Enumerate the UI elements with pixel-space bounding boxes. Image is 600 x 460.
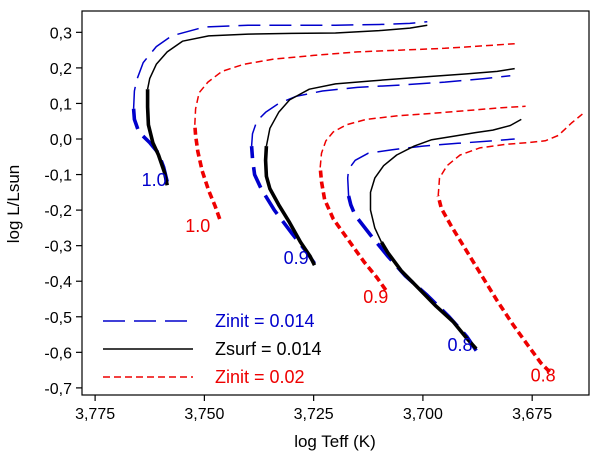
x-axis: 3,775 3,750 3,725 3,700 3,675 bbox=[75, 395, 552, 423]
track-1-0.9-thin bbox=[265, 67, 515, 147]
x-tick-label: 3,725 bbox=[294, 406, 334, 423]
y-axis: 0,3 0,2 0,1 0,0 -0,1 -0,2 -0,3 -0,4 -0,5 -0,6 -0,7 bbox=[44, 25, 82, 398]
mass-label: 0.9 bbox=[284, 248, 309, 268]
track-1-0.8-thick bbox=[379, 241, 478, 351]
y-tick-label: 0,2 bbox=[50, 61, 72, 78]
x-axis-title: log Teff (K) bbox=[294, 432, 376, 451]
mass-label: 1.0 bbox=[142, 170, 167, 190]
x-tick-label: 3,675 bbox=[512, 406, 552, 423]
track-1-1.0-thin bbox=[146, 24, 428, 90]
track-0-0.8-thick bbox=[346, 195, 478, 352]
track-1-0.8-thin bbox=[369, 118, 522, 243]
y-tick-label: -0,2 bbox=[44, 203, 72, 220]
track-0-0.9-thin bbox=[250, 74, 511, 147]
track-0-1.0-thin bbox=[132, 20, 428, 109]
legend-label: Zinit = 0.02 bbox=[215, 367, 305, 387]
evolution-tracks bbox=[131, 20, 583, 374]
y-tick-label: -0,5 bbox=[44, 310, 72, 327]
legend-label: Zsurf = 0.014 bbox=[215, 339, 322, 359]
track-2-1.0-thin bbox=[194, 42, 515, 125]
y-axis-title: log L/Lsun bbox=[4, 165, 23, 243]
plot-frame bbox=[81, 10, 590, 396]
track-1-0.9-thick bbox=[263, 145, 317, 266]
legend-label: Zinit = 0.014 bbox=[215, 311, 315, 331]
y-tick-label: 0,1 bbox=[50, 96, 72, 113]
y-tick-label: 0,3 bbox=[50, 25, 72, 42]
mass-label: 0.9 bbox=[363, 287, 388, 307]
track-1-1.0-thick bbox=[145, 89, 169, 186]
x-tick-label: 3,775 bbox=[75, 406, 115, 423]
mass-labels: 1.0 0.9 0.8 1.0 0.9 0.8 bbox=[142, 170, 556, 386]
x-tick-label: 3,700 bbox=[403, 406, 443, 423]
track-0-0.8-thin bbox=[346, 138, 515, 196]
y-tick-label: 0,0 bbox=[50, 132, 72, 149]
y-tick-label: -0,4 bbox=[44, 274, 72, 291]
y-tick-label: -0,3 bbox=[44, 239, 72, 256]
track-2-0.9-thin bbox=[319, 105, 526, 168]
legend: Zinit = 0.014 Zsurf = 0.014 Zinit = 0.02 bbox=[103, 311, 322, 387]
y-tick-label: -0,6 bbox=[44, 345, 72, 362]
mass-label: 0.8 bbox=[448, 335, 473, 355]
y-tick-label: -0,1 bbox=[44, 168, 72, 185]
y-tick-label: -0,7 bbox=[44, 381, 72, 398]
x-tick-label: 3,750 bbox=[184, 406, 224, 423]
track-2-1.0-thick bbox=[193, 124, 222, 220]
track-2-0.8-thick bbox=[436, 195, 551, 374]
track-2-0.9-thick bbox=[318, 167, 388, 292]
track-2-0.8-thin bbox=[437, 113, 583, 196]
mass-label: 1.0 bbox=[185, 216, 210, 236]
mass-label: 0.8 bbox=[531, 365, 556, 385]
